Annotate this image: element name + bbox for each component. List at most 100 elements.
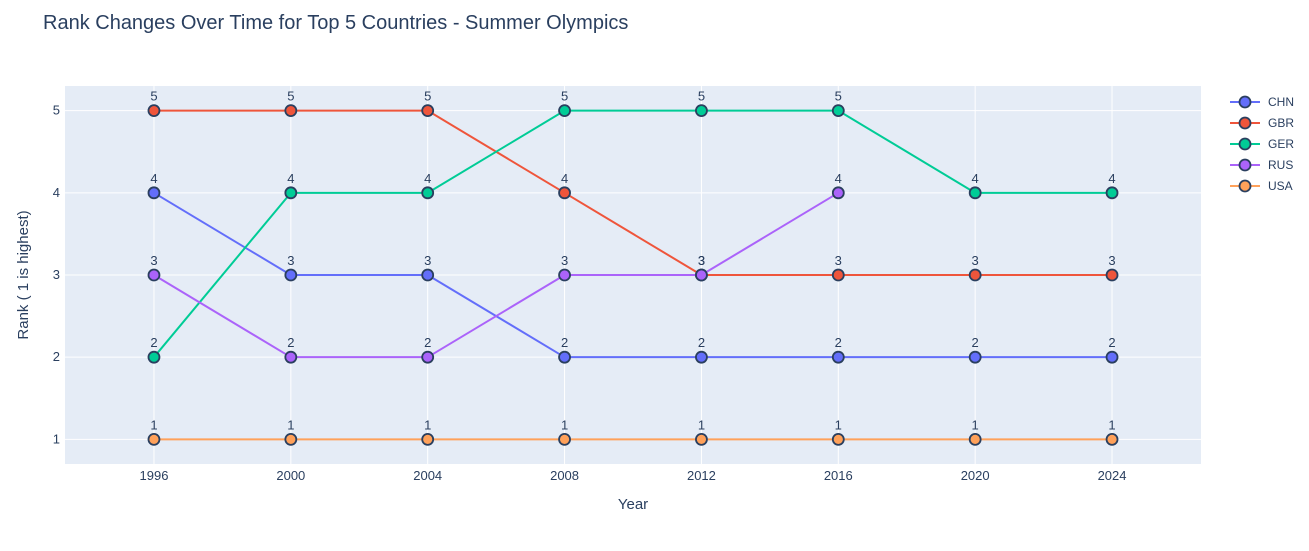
data-point-chn[interactable] (1105, 350, 1119, 364)
data-point-ger[interactable] (695, 104, 708, 118)
data-label-rus: 3 (698, 253, 705, 268)
data-point-chn[interactable] (147, 186, 161, 200)
data-point-rus[interactable] (831, 186, 845, 200)
data-label-rus: 2 (424, 335, 431, 350)
data-point-ger[interactable] (284, 186, 298, 200)
data-label-chn: 3 (287, 253, 294, 268)
data-point-usa[interactable] (1105, 432, 1119, 446)
legend-item-rus[interactable]: RUS (1230, 158, 1293, 172)
legend-item-chn[interactable]: CHN (1230, 95, 1294, 109)
data-labels: 43 32 2 2 2 25 5 543 3 3 324 45 5 54 432 23 341 1 1 1 1 1 1 1 (150, 89, 1115, 433)
x-tick-label: 2020 (961, 468, 990, 483)
axes: 1996 2000 2004 2008 2012 2016 2020 2024 1 2 3 4 5 (53, 103, 1127, 483)
data-label-rus: 4 (835, 171, 842, 186)
chart-title: Rank Changes Over Time for Top 5 Countri… (43, 12, 628, 34)
data-point-rus[interactable] (421, 350, 435, 364)
data-point-chn[interactable] (695, 350, 708, 364)
data-label-gbr: 3 (835, 253, 842, 268)
x-tick-label: 2016 (824, 468, 853, 483)
data-point-rus[interactable] (695, 268, 708, 282)
y-axis-title: Rank ( 1 is highest) (15, 210, 32, 339)
data-label-rus: 2 (287, 335, 294, 350)
data-point-rus[interactable] (558, 268, 571, 282)
data-label-usa: 1 (150, 417, 157, 432)
y-tick-label: 2 (53, 349, 60, 364)
data-label-chn: 2 (561, 335, 568, 350)
data-label-usa: 1 (835, 417, 842, 432)
data-point-ger[interactable] (831, 104, 845, 118)
data-point-usa[interactable] (421, 432, 435, 446)
data-point-gbr[interactable] (968, 268, 982, 282)
legend-marker (1238, 95, 1252, 109)
data-point-chn[interactable] (968, 350, 982, 364)
y-tick-label: 4 (53, 185, 60, 200)
data-point-ger[interactable] (968, 186, 982, 200)
data-point-rus[interactable] (147, 268, 161, 282)
data-point-chn[interactable] (284, 268, 298, 282)
data-label-rus: 3 (561, 253, 568, 268)
data-label-chn: 3 (424, 253, 431, 268)
legend-marker (1238, 158, 1252, 172)
legend-marker (1238, 137, 1252, 151)
data-point-chn[interactable] (558, 350, 571, 364)
data-point-ger[interactable] (1105, 186, 1119, 200)
series-ger[interactable] (147, 104, 1119, 364)
x-tick-label: 2024 (1098, 468, 1127, 483)
data-label-usa: 1 (698, 417, 705, 432)
data-label-usa: 1 (561, 417, 568, 432)
data-label-usa: 1 (1108, 417, 1115, 432)
data-point-usa[interactable] (968, 432, 982, 446)
x-tick-label: 2012 (687, 468, 716, 483)
series-usa[interactable] (147, 432, 1119, 446)
x-tick-label: 1996 (140, 468, 169, 483)
data-point-usa[interactable] (831, 432, 845, 446)
x-axis-title: Year (618, 496, 648, 513)
data-label-gbr: 4 (561, 171, 568, 186)
data-point-ger[interactable] (558, 104, 571, 118)
series-line-chn (153, 191, 1113, 359)
data-point-gbr[interactable] (147, 104, 161, 118)
data-label-usa: 1 (972, 417, 979, 432)
data-point-gbr[interactable] (284, 104, 298, 118)
legend-label: RUS (1268, 158, 1293, 172)
data-point-chn[interactable] (831, 350, 845, 364)
data-point-gbr[interactable] (421, 104, 435, 118)
data-point-chn[interactable] (421, 268, 435, 282)
data-point-ger[interactable] (147, 350, 161, 364)
series-lines (147, 104, 1119, 446)
legend-item-ger[interactable]: GER (1230, 137, 1294, 151)
series-rus[interactable] (147, 186, 845, 364)
y-tick-label: 5 (53, 103, 60, 118)
data-point-usa[interactable] (558, 432, 571, 446)
data-label-ger: 5 (698, 89, 705, 104)
data-label-chn: 4 (150, 171, 157, 186)
data-label-ger: 4 (972, 171, 979, 186)
data-point-rus[interactable] (284, 350, 298, 364)
data-point-usa[interactable] (147, 432, 161, 446)
legend[interactable]: CHN GBR GER RUS USA (1230, 95, 1294, 193)
legend-label: CHN (1268, 95, 1294, 109)
legend-label: GBR (1268, 116, 1294, 130)
data-point-ger[interactable] (421, 186, 435, 200)
data-label-gbr: 5 (287, 89, 294, 104)
data-label-chn: 2 (1108, 335, 1115, 350)
data-label-chn: 2 (835, 335, 842, 350)
data-point-usa[interactable] (695, 432, 708, 446)
data-point-gbr[interactable] (558, 186, 571, 200)
legend-label: USA (1268, 179, 1293, 193)
data-point-gbr[interactable] (1105, 268, 1119, 282)
x-tick-label: 2000 (276, 468, 305, 483)
data-label-ger: 4 (424, 171, 431, 186)
legend-label: GER (1268, 137, 1294, 151)
legend-item-gbr[interactable]: GBR (1230, 116, 1294, 130)
series-chn[interactable] (147, 186, 1119, 364)
legend-item-usa[interactable]: USA (1230, 179, 1293, 193)
data-label-usa: 1 (424, 417, 431, 432)
x-tick-label: 2008 (550, 468, 579, 483)
series-line-ger (153, 109, 1113, 358)
data-point-gbr[interactable] (831, 268, 845, 282)
data-label-usa: 1 (287, 417, 294, 432)
y-tick-label: 1 (53, 431, 60, 446)
data-point-usa[interactable] (284, 432, 298, 446)
